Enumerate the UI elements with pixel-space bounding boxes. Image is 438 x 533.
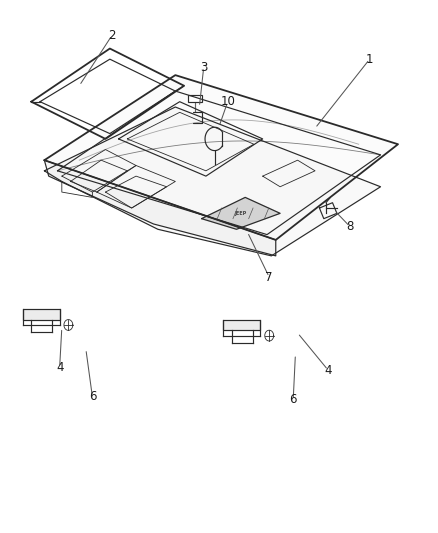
Polygon shape	[44, 75, 398, 240]
Polygon shape	[201, 197, 280, 229]
Polygon shape	[44, 107, 381, 256]
Text: 8: 8	[346, 220, 353, 233]
FancyBboxPatch shape	[188, 95, 201, 102]
Text: 6: 6	[290, 393, 297, 406]
Text: 10: 10	[220, 95, 235, 108]
Text: 6: 6	[88, 390, 96, 403]
Text: JEEP: JEEP	[235, 211, 247, 216]
Text: 3: 3	[200, 61, 208, 74]
Text: 4: 4	[56, 361, 64, 374]
Text: 7: 7	[265, 271, 273, 284]
Polygon shape	[223, 320, 261, 330]
Polygon shape	[22, 309, 60, 320]
Polygon shape	[44, 160, 276, 256]
Text: 2: 2	[108, 29, 116, 42]
Text: 4: 4	[325, 364, 332, 377]
Text: 1: 1	[366, 53, 373, 66]
